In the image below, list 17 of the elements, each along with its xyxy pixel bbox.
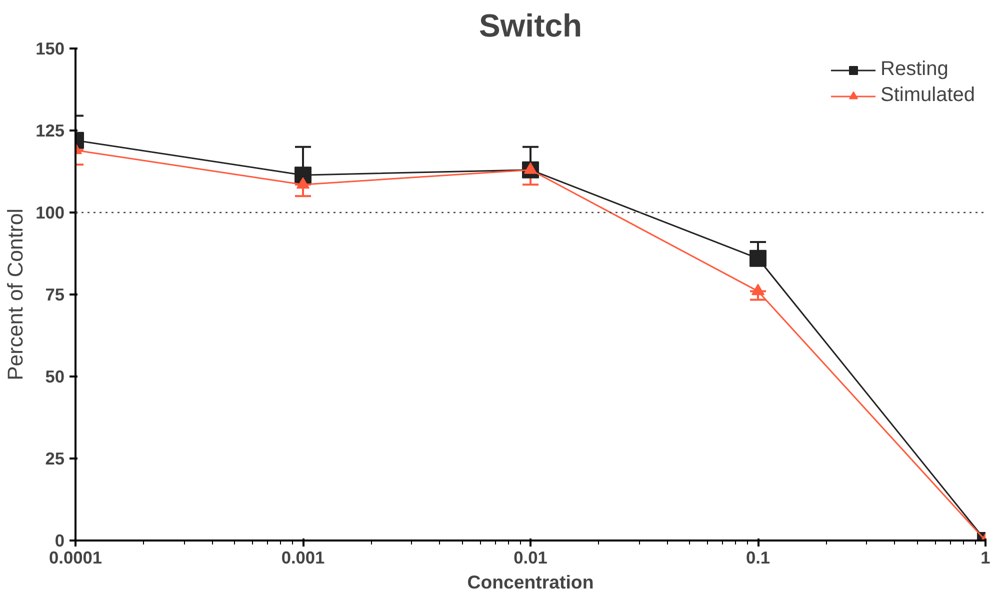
y-tick-label: 100 [36, 202, 65, 222]
y-tick-label: 75 [45, 284, 65, 304]
x-tick-label: 1 [980, 548, 991, 568]
legend-label: Resting [880, 58, 948, 81]
y-tick-label: 125 [36, 120, 65, 140]
chart-title: Switch [478, 8, 582, 44]
x-tick-label: 0.1 [746, 548, 770, 568]
x-axis-title: Concentration [467, 572, 594, 592]
y-axis-title: Percent of Control [4, 208, 28, 380]
y-tick-label: 150 [36, 38, 65, 58]
y-tick-label: 25 [45, 448, 65, 468]
legend-label: Stimulated [880, 84, 975, 107]
x-tick-label: 0.0001 [49, 548, 102, 568]
x-tick-label: 0.001 [281, 548, 326, 568]
y-tick-label: 0 [54, 530, 65, 550]
x-tick-label: 0.01 [514, 548, 548, 568]
y-tick-label: 50 [45, 366, 65, 386]
